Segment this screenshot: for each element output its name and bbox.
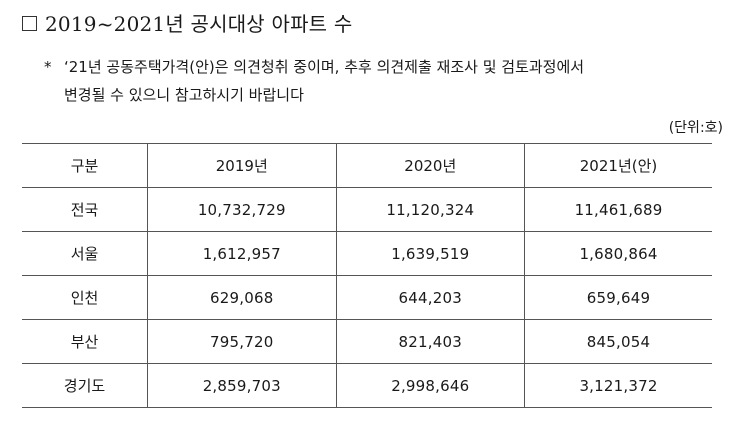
header-2021: 2021년(안)	[524, 143, 712, 188]
cell-value: 2,998,646	[335, 363, 526, 408]
cell-value: 629,068	[147, 275, 337, 320]
page-title: 2019~2021년 공시대상 아파트 수	[45, 12, 353, 36]
cell-value: 795,720	[147, 319, 337, 364]
cell-value: 1,680,864	[524, 231, 712, 276]
cell-value: 11,120,324	[335, 187, 526, 232]
footnote-marker: *	[44, 58, 52, 76]
table-row: 서울 1,612,957 1,639,519 1,680,864	[22, 231, 712, 276]
cell-value: 821,403	[335, 319, 526, 364]
unit-label: (단위:호)	[668, 120, 723, 136]
cell-value: 659,649	[524, 275, 712, 320]
table-row: 인천 629,068 644,203 659,649	[22, 275, 712, 320]
cell-value: 1,639,519	[335, 231, 526, 276]
footnote: * ‘21년 공동주택가격(안)은 의견청취 중이며, 추후 의견제출 재조사 및…	[44, 53, 584, 109]
header-2020: 2020년	[335, 143, 526, 188]
checkbox-square-icon	[22, 15, 37, 31]
header-2019: 2019년	[147, 143, 337, 188]
cell-value: 10,732,729	[147, 187, 337, 232]
footnote-text-1: ‘21년 공동주택가격(안)은 의견청취 중이며, 추후 의견제출 재조사 및 …	[64, 58, 585, 76]
table-row: 전국 10,732,729 11,120,324 11,461,689	[22, 187, 712, 232]
cell-value: 1,612,957	[147, 231, 337, 276]
footnote-line-1: * ‘21년 공동주택가격(안)은 의견청취 중이며, 추후 의견제출 재조사 및…	[44, 53, 584, 81]
data-table: 구분 2019년 2020년 2021년(안) 전국 10,732,729 11…	[22, 143, 712, 408]
row-label: 인천	[22, 275, 148, 320]
footnote-text-2: 변경될 수 있으니 참고하시기 바랍니다	[64, 86, 304, 104]
row-label: 경기도	[22, 363, 148, 408]
title-row: 2019~2021년 공시대상 아파트 수	[22, 8, 352, 37]
table-header-row: 구분 2019년 2020년 2021년(안)	[22, 143, 712, 188]
header-category: 구분	[22, 143, 148, 188]
cell-value: 11,461,689	[524, 187, 712, 232]
table-row: 경기도 2,859,703 2,998,646 3,121,372	[22, 363, 712, 408]
table-row: 부산 795,720 821,403 845,054	[22, 319, 712, 364]
row-label: 전국	[22, 187, 148, 232]
cell-value: 845,054	[524, 319, 712, 364]
cell-value: 2,859,703	[147, 363, 337, 408]
cell-value: 3,121,372	[524, 363, 712, 408]
row-label: 서울	[22, 231, 148, 276]
cell-value: 644,203	[335, 275, 526, 320]
row-label: 부산	[22, 319, 148, 364]
